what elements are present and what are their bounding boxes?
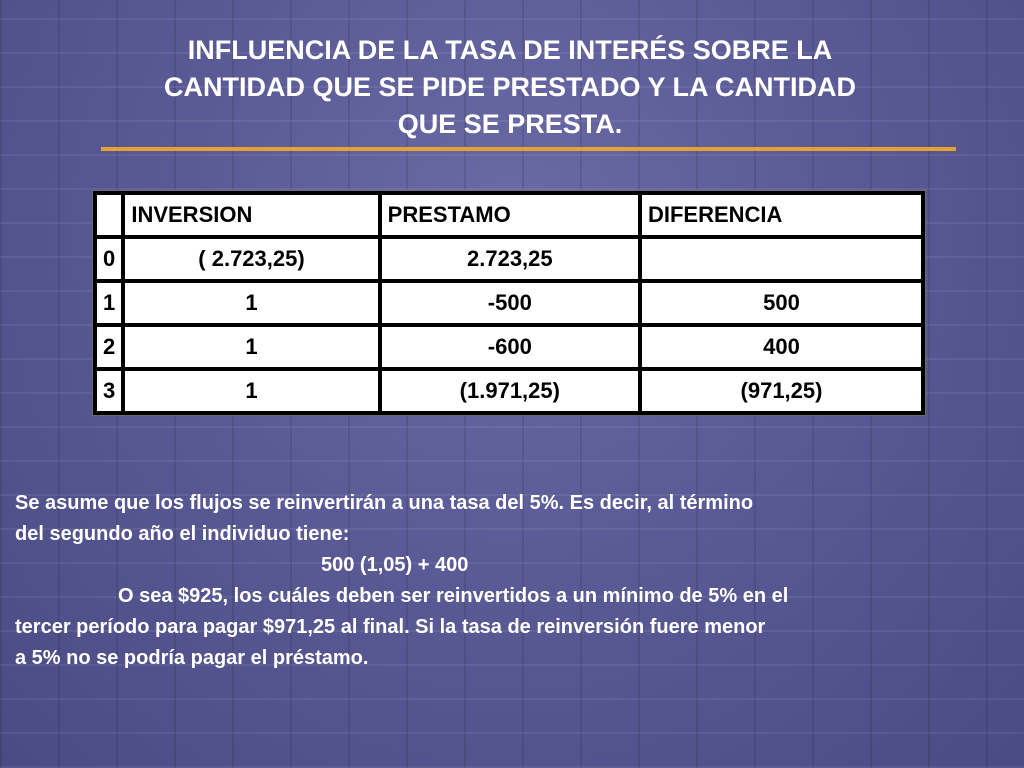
table-cell-inversion: ( 2.723,25) [125, 239, 378, 279]
explanation-text: Se asume que los flujos se reinvertirán … [15, 488, 995, 674]
body-line: O sea $925, los cuáles deben ser reinver… [118, 585, 789, 607]
table-cell-prestamo: -500 [381, 283, 638, 323]
table-row: 3 1 (1.971,25) (971,25) [97, 371, 921, 411]
body-line: tercer período para pagar $971,25 al fin… [15, 616, 766, 638]
data-table-frame: INVERSION PRESTAMO DIFERENCIA 0 ( 2.723,… [92, 190, 926, 416]
table-row: 2 1 -600 400 [97, 327, 921, 367]
table-cell-inversion: 1 [125, 371, 378, 411]
table-cell-diferencia: 400 [641, 327, 921, 367]
table-cell-period: 1 [97, 283, 122, 323]
table-cell-prestamo: 2.723,25 [381, 239, 638, 279]
table-row: 0 ( 2.723,25) 2.723,25 [97, 239, 921, 279]
slide-title: INFLUENCIA DE LA TASA DE INTERÉS SOBRE L… [60, 32, 960, 143]
table-cell-prestamo: -600 [381, 327, 638, 367]
table-cell-inversion: 1 [125, 327, 378, 367]
table-cell-diferencia: 500 [641, 283, 921, 323]
title-line: CANTIDAD QUE SE PIDE PRESTADO Y LA CANTI… [163, 72, 857, 102]
table-cell-diferencia [641, 239, 921, 279]
cashflow-table: INVERSION PRESTAMO DIFERENCIA 0 ( 2.723,… [93, 191, 925, 415]
table-cell-period: 0 [97, 239, 122, 279]
body-line: del segundo año el individuo tiene: [15, 523, 350, 545]
table-cell-diferencia: (971,25) [641, 371, 921, 411]
header-cell-empty [97, 195, 122, 235]
body-line: Se asume que los flujos se reinvertirán … [15, 492, 754, 514]
header-cell-diferencia: DIFERENCIA [641, 195, 921, 235]
title-line: INFLUENCIA DE LA TASA DE INTERÉS SOBRE L… [187, 35, 833, 65]
table-cell-period: 2 [97, 327, 122, 367]
table-row: 1 1 -500 500 [97, 283, 921, 323]
table-cell-period: 3 [97, 371, 122, 411]
header-cell-prestamo: PRESTAMO [381, 195, 638, 235]
body-line: a 5% no se podría pagar el préstamo. [15, 647, 369, 669]
table-cell-inversion: 1 [125, 283, 378, 323]
table-cell-prestamo: (1.971,25) [381, 371, 638, 411]
formula-line: 500 (1,05) + 400 [321, 554, 469, 576]
header-cell-inversion: INVERSION [125, 195, 378, 235]
title-underline [101, 147, 956, 151]
title-line: QUE SE PRESTA. [397, 109, 623, 139]
table-header-row: INVERSION PRESTAMO DIFERENCIA [97, 195, 921, 235]
